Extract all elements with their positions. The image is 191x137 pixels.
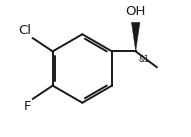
- Text: F: F: [24, 100, 32, 113]
- Text: &1: &1: [139, 55, 150, 64]
- Text: OH: OH: [125, 5, 146, 18]
- Polygon shape: [131, 22, 140, 51]
- Text: Cl: Cl: [19, 24, 32, 37]
